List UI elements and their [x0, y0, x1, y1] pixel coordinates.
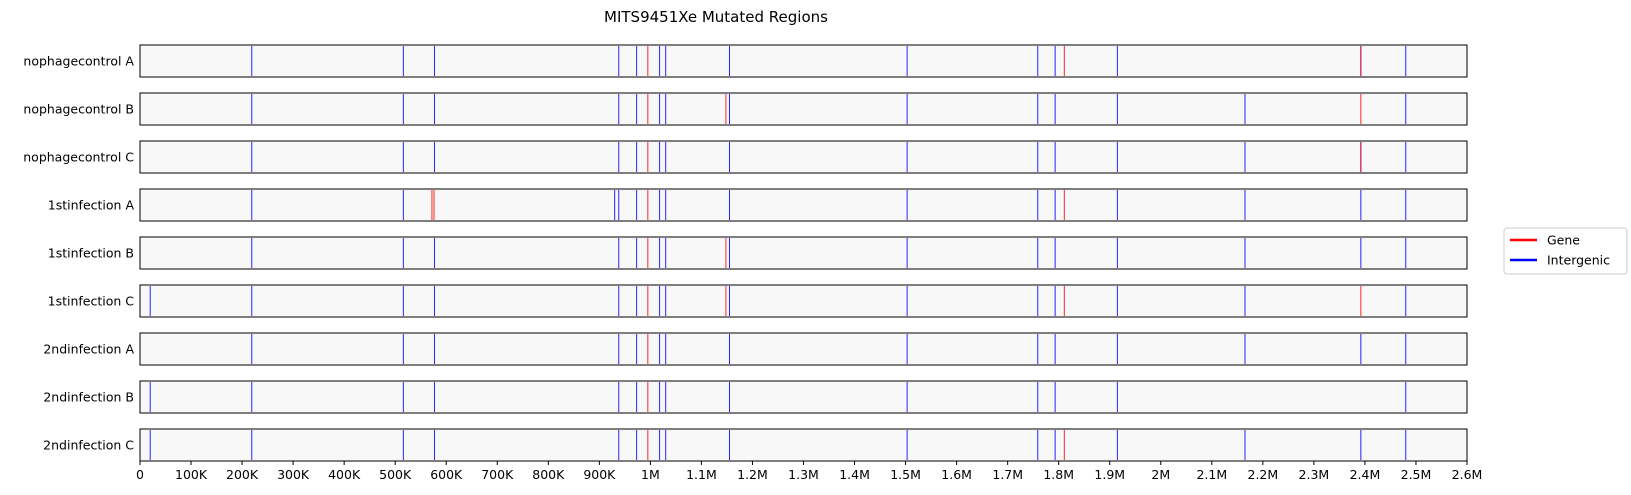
track-background: [139, 284, 1468, 318]
sample-track: nophagecontrol A: [23, 44, 1468, 78]
x-tick-label: 1.5M: [890, 467, 921, 482]
x-tick-label: 300K: [277, 467, 310, 482]
sample-label: 1stinfection B: [48, 246, 134, 261]
sample-label: 2ndinfection A: [43, 342, 134, 357]
track-background: [139, 332, 1468, 366]
x-tick-label: 1.2M: [737, 467, 768, 482]
sample-label: 2ndinfection C: [43, 438, 134, 453]
sample-track: 1stinfection A: [48, 188, 1468, 222]
sample-track: 2ndinfection A: [43, 332, 1468, 366]
sample-track: nophagecontrol B: [23, 92, 1468, 126]
legend-label-gene: Gene: [1547, 233, 1580, 248]
x-tick-label: 1.8M: [1043, 467, 1074, 482]
sample-label: 2ndinfection B: [43, 390, 134, 405]
x-tick-label: 100K: [175, 467, 208, 482]
track-background: [139, 188, 1468, 222]
track-background: [139, 236, 1468, 270]
legend-label-intergenic: Intergenic: [1547, 253, 1610, 268]
x-tick-label: 400K: [328, 467, 361, 482]
sample-label: nophagecontrol A: [23, 54, 134, 69]
x-axis: 0 100K 200K 300K 400K 500K 600K 700K 800K 900K 1M 1…: [136, 461, 1482, 482]
x-tick-label: 1.1M: [686, 467, 717, 482]
track-background: [139, 380, 1468, 414]
track-background: [139, 428, 1468, 462]
x-tick-label: 2.2M: [1248, 467, 1279, 482]
sample-tracks: nophagecontrol A nophagecontrol B nophagec…: [23, 44, 1468, 462]
x-tick-label: 1.9M: [1094, 467, 1125, 482]
x-tick-label: 1.6M: [941, 467, 972, 482]
x-tick-label: 2.3M: [1299, 467, 1330, 482]
track-background: [139, 92, 1468, 126]
x-tick-label: 1.3M: [788, 467, 819, 482]
track-background: [139, 140, 1468, 174]
x-tick-label: 1.7M: [992, 467, 1023, 482]
sample-track: 2ndinfection B: [43, 380, 1468, 414]
chart-title: MITS9451Xe Mutated Regions: [604, 8, 828, 26]
x-tick-label: 800K: [532, 467, 565, 482]
x-tick-label: 600K: [430, 467, 463, 482]
sample-track: 2ndinfection C: [43, 428, 1468, 462]
x-tick-label: 200K: [226, 467, 259, 482]
track-background: [139, 44, 1468, 78]
sample-label: 1stinfection C: [48, 294, 135, 309]
sample-track: 1stinfection C: [48, 284, 1468, 318]
x-tick-label: 500K: [379, 467, 412, 482]
x-tick-label: 700K: [481, 467, 514, 482]
x-tick-label: 2.6M: [1452, 467, 1483, 482]
x-tick-label: 1M: [641, 467, 660, 482]
sample-track: 1stinfection B: [48, 236, 1468, 270]
legend: Gene Intergenic: [1503, 227, 1628, 275]
x-tick-label: 2M: [1151, 467, 1170, 482]
x-tick-label: 1.4M: [839, 467, 870, 482]
sample-label: nophagecontrol B: [23, 102, 134, 117]
sample-label: nophagecontrol C: [23, 150, 134, 165]
x-tick-label: 2.4M: [1350, 467, 1381, 482]
x-tick-label: 0: [136, 467, 144, 482]
sample-track: nophagecontrol C: [23, 140, 1468, 174]
x-tick-label: 900K: [583, 467, 616, 482]
sample-label: 1stinfection A: [48, 198, 135, 213]
x-tick-label: 2.5M: [1401, 467, 1432, 482]
x-tick-label: 2.1M: [1196, 467, 1227, 482]
